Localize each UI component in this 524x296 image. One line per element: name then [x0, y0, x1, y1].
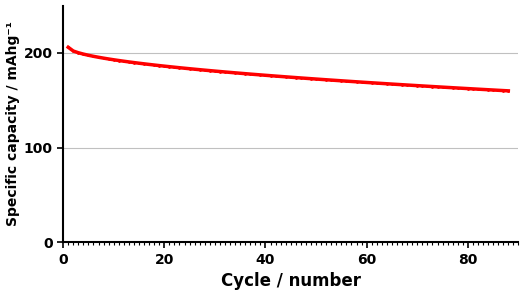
Y-axis label: Specific capacity / mAhg⁻¹: Specific capacity / mAhg⁻¹	[6, 22, 19, 226]
X-axis label: Cycle / number: Cycle / number	[221, 272, 361, 290]
